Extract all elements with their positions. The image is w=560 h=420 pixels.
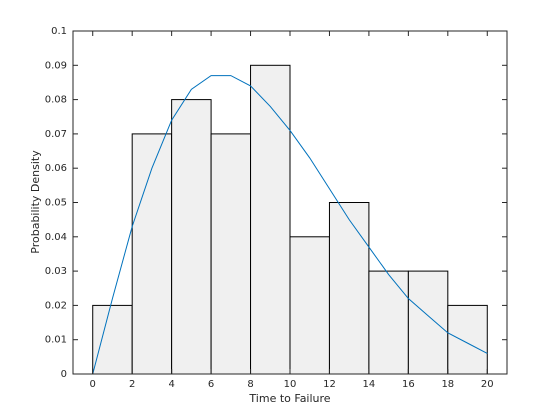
bar bbox=[92, 304, 133, 375]
bar bbox=[447, 304, 488, 375]
x-tick-label: 18 bbox=[441, 379, 454, 390]
y-tick-label: 0.04 bbox=[45, 232, 67, 243]
y-tick-label: 0 bbox=[61, 369, 67, 380]
bar bbox=[407, 270, 449, 375]
y-tick-label: 0.06 bbox=[45, 163, 67, 174]
x-tick-label: 6 bbox=[208, 379, 214, 390]
bar bbox=[289, 236, 330, 375]
x-tick-label: 4 bbox=[168, 379, 174, 390]
x-tick-label: 0 bbox=[90, 379, 96, 390]
y-tick-label: 0.02 bbox=[45, 300, 67, 311]
y-tick-label: 0.01 bbox=[45, 335, 67, 346]
y-axis-label: Probability Density bbox=[29, 150, 42, 254]
x-axis-label: Time to Failure bbox=[248, 392, 330, 405]
bar bbox=[131, 133, 173, 375]
x-tick-label: 8 bbox=[247, 379, 253, 390]
y-tick-label: 0.08 bbox=[45, 95, 67, 106]
x-tick-label: 10 bbox=[284, 379, 297, 390]
y-tick-label: 0.09 bbox=[45, 60, 67, 71]
y-tick-label: 0.1 bbox=[51, 26, 67, 37]
x-tick-label: 12 bbox=[323, 379, 336, 390]
bar bbox=[368, 270, 409, 375]
y-tick-label: 0.03 bbox=[45, 266, 67, 277]
x-tick-label: 14 bbox=[363, 379, 376, 390]
x-tick-label: 20 bbox=[481, 379, 494, 390]
bar bbox=[210, 133, 252, 375]
bar bbox=[171, 99, 212, 375]
x-tick-label: 16 bbox=[402, 379, 415, 390]
bar bbox=[328, 202, 370, 375]
y-tick-label: 0.05 bbox=[45, 198, 67, 209]
y-tick-label: 0.07 bbox=[45, 129, 67, 140]
fit-curve bbox=[92, 75, 488, 375]
x-tick-label: 2 bbox=[129, 379, 135, 390]
bar bbox=[250, 64, 291, 375]
